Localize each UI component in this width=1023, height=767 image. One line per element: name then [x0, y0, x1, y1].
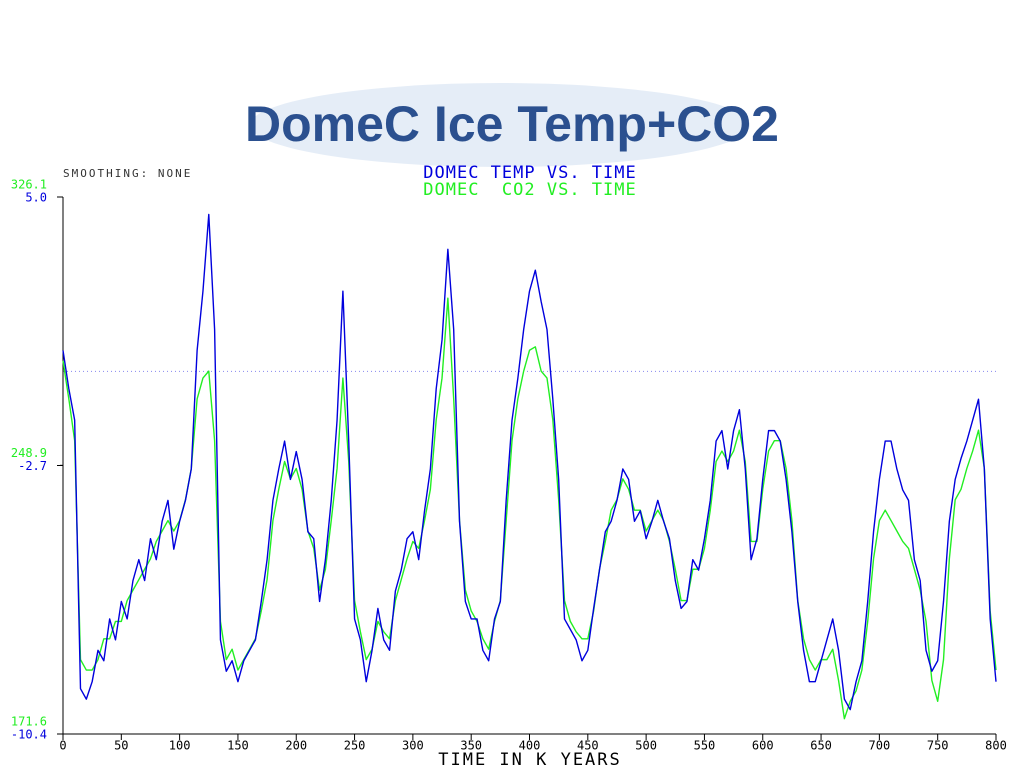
legend-entry: DOMEC TEMP VS. TIME: [423, 163, 636, 183]
x-tick-label: 600: [752, 739, 774, 753]
x-tick-label: 800: [985, 739, 1007, 753]
legend-entry: DOMEC CO2 VS. TIME: [423, 180, 636, 200]
x-tick-label: 350: [460, 739, 482, 753]
x-tick-label: 400: [519, 739, 541, 753]
chart-subtitle: SMOOTHING: NONE: [63, 167, 192, 180]
x-tick-label: 700: [869, 739, 891, 753]
x-tick-label: 550: [694, 739, 716, 753]
y2-tick-label: 248.9: [11, 446, 47, 460]
y2-tick-label: 171.6: [11, 715, 47, 729]
series-line: [62, 297, 997, 720]
x-tick-label: 100: [169, 739, 191, 753]
x-tick-label: 50: [114, 739, 128, 753]
y-tick-label: 5.0: [25, 191, 47, 205]
y-tick-label: -10.4: [11, 728, 47, 742]
x-tick-label: 0: [59, 739, 66, 753]
x-tick-label: 200: [285, 739, 307, 753]
background-decoration: [250, 83, 750, 167]
x-tick-label: 250: [344, 739, 366, 753]
x-tick-label: 650: [810, 739, 832, 753]
x-tick-label: 300: [402, 739, 424, 753]
chart-title: DomeC Ice Temp+CO2: [245, 96, 779, 152]
x-axis-label: TIME IN K YEARS: [438, 750, 622, 767]
series-line: [62, 213, 997, 711]
y2-tick-label: 326.1: [11, 178, 47, 192]
x-tick-label: 150: [227, 739, 249, 753]
x-tick-label: 450: [577, 739, 599, 753]
x-tick-label: 750: [927, 739, 949, 753]
x-tick-label: 500: [635, 739, 657, 753]
y-tick-label: -2.7: [18, 459, 47, 473]
